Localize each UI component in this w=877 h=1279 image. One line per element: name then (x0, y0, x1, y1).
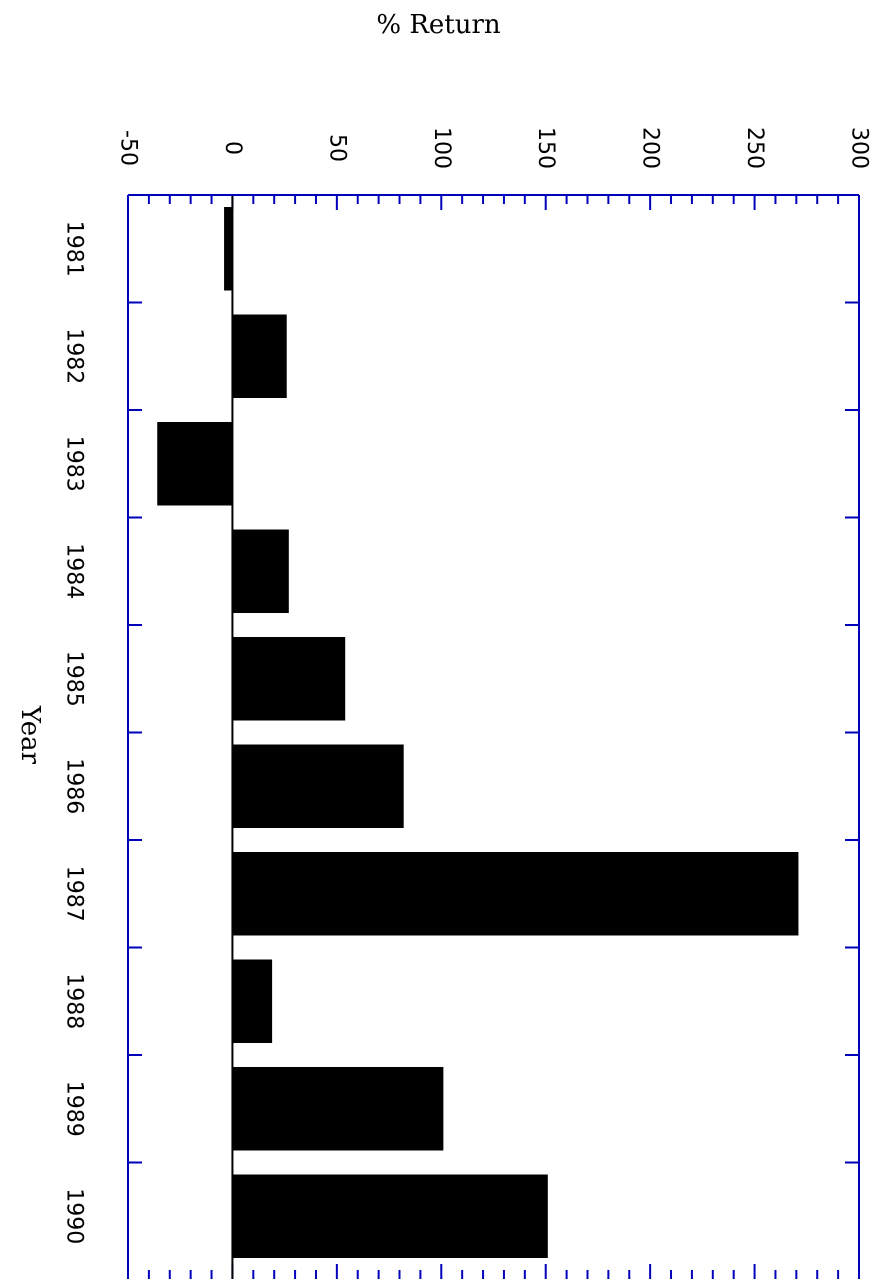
bar-1984 (232, 529, 289, 613)
bar-1987 (232, 852, 799, 936)
category-tick-label: 1985 (62, 651, 87, 707)
bar-1981 (224, 207, 233, 291)
value-tick-label: 300 (847, 127, 872, 169)
value-tick-label: 150 (533, 127, 558, 169)
value-tick-label: 50 (324, 134, 349, 162)
category-tick-label: 1987 (62, 866, 87, 922)
value-tick-label: 100 (429, 127, 454, 169)
bar-1982 (232, 314, 287, 398)
tick-labels-layer: -50 0 50 100 150 200 250 300 1981 1982 1983 1984 198… (62, 127, 872, 1244)
bars-layer (157, 207, 799, 1258)
category-tick-label: 1983 (62, 436, 87, 492)
value-tick-label: 0 (220, 141, 245, 155)
bar-1983 (157, 422, 233, 506)
category-tick-label: 1988 (62, 973, 87, 1029)
bar-1986 (232, 744, 404, 828)
category-tick-label: 1986 (62, 758, 87, 814)
value-axis-title: % Return (376, 10, 501, 40)
value-tick-label: -50 (116, 130, 141, 166)
value-tick-label: 250 (742, 127, 767, 169)
value-tick-label: 200 (638, 127, 663, 169)
category-tick-label: 1984 (62, 543, 87, 599)
category-tick-label: 1989 (62, 1081, 87, 1137)
category-tick-label: 1981 (62, 221, 87, 277)
category-tick-label: 1982 (62, 328, 87, 384)
plot-frame-layer (127, 194, 860, 1279)
bar-1990 (232, 1174, 548, 1258)
bar-1985 (232, 637, 346, 721)
bar-1989 (232, 1067, 444, 1151)
category-tick-label: 1990 (62, 1188, 87, 1244)
bar-1988 (232, 959, 273, 1043)
